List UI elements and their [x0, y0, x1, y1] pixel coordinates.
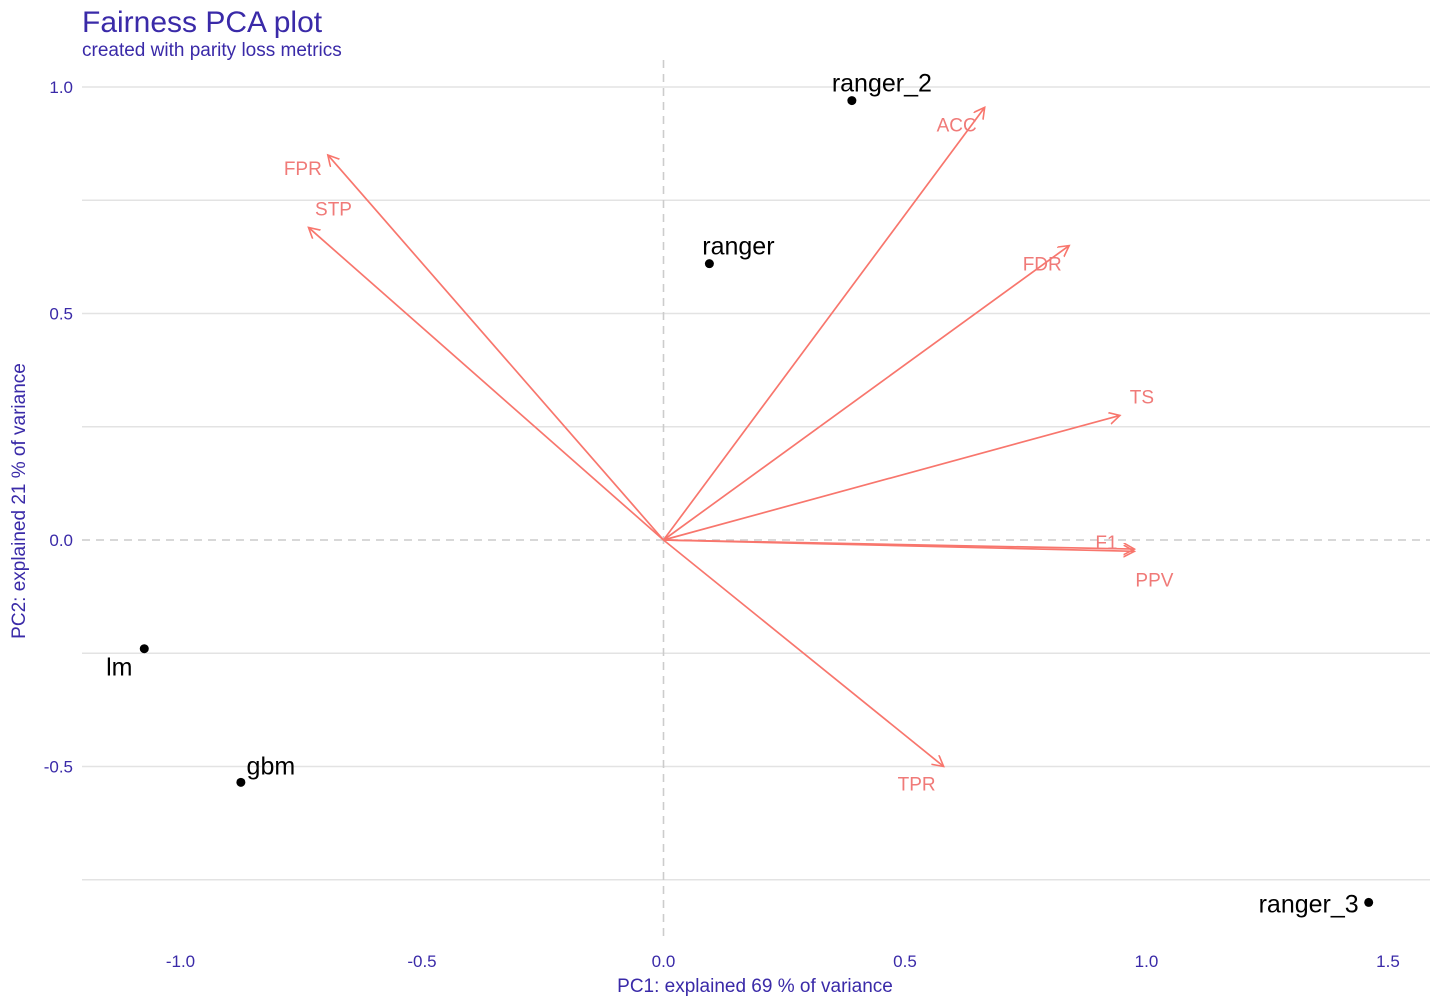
vector-label-fdr: FDR: [1023, 255, 1062, 276]
y-axis-ticks: -0.5 0.0 0.5 1.0: [44, 78, 73, 777]
vector-fdr: [663, 246, 1070, 541]
y-tick-label: -0.5: [44, 758, 73, 777]
point-lm: [139, 644, 149, 654]
x-tick-label: 1.5: [1376, 952, 1400, 971]
vector-acc: [662, 107, 985, 541]
y-tick-label: 0.0: [49, 531, 73, 550]
x-tick-label: -0.5: [407, 952, 436, 971]
loading-vectors: ACC FPR STP FDR TS F1 PPV TPR: [284, 107, 1174, 796]
chart-title: Fairness PCA plot: [82, 6, 323, 39]
vector-label-tpr: TPR: [898, 775, 936, 796]
point-ranger-2: [847, 96, 857, 106]
vector-label-f1: F1: [1095, 533, 1117, 554]
x-tick-label: 1.0: [1135, 952, 1159, 971]
point-label-ranger-3: ranger_3: [1259, 890, 1359, 918]
vector-label-ts: TS: [1130, 387, 1154, 408]
vector-stp: [308, 227, 665, 541]
chart-subtitle: created with parity loss metrics: [82, 40, 342, 61]
vector-tpr: [662, 539, 944, 767]
y-tick-label: 1.0: [49, 78, 73, 97]
x-tick-label: -1.0: [166, 952, 195, 971]
vector-fpr: [328, 155, 665, 541]
vector-label-fpr: FPR: [284, 159, 322, 180]
x-tick-label: 0.0: [652, 952, 676, 971]
x-axis-title: PC1: explained 69 % of variance: [617, 976, 893, 997]
vector-label-stp: STP: [315, 199, 352, 220]
y-tick-label: 0.5: [49, 305, 73, 324]
x-tick-label: 0.5: [893, 952, 917, 971]
point-label-ranger-2: ranger_2: [832, 70, 932, 98]
vector-label-ppv: PPV: [1135, 570, 1173, 591]
vector-ppv: [663, 539, 1135, 551]
point-label-ranger: ranger: [702, 233, 774, 261]
point-label-gbm: gbm: [247, 752, 296, 780]
point-ranger: [704, 259, 714, 269]
vector-label-acc: ACC: [937, 115, 977, 136]
point-label-lm: lm: [106, 654, 132, 682]
point-ranger-3: [1364, 897, 1374, 907]
point-gbm: [236, 777, 246, 787]
x-axis-ticks: -1.0 -0.5 0.0 0.5 1.0 1.5: [166, 952, 1400, 971]
y-axis-title: PC2: explained 21 % of variance: [9, 363, 30, 639]
zero-lines: [82, 60, 1430, 942]
vector-ts: [663, 415, 1120, 541]
grid: [82, 86, 1430, 881]
